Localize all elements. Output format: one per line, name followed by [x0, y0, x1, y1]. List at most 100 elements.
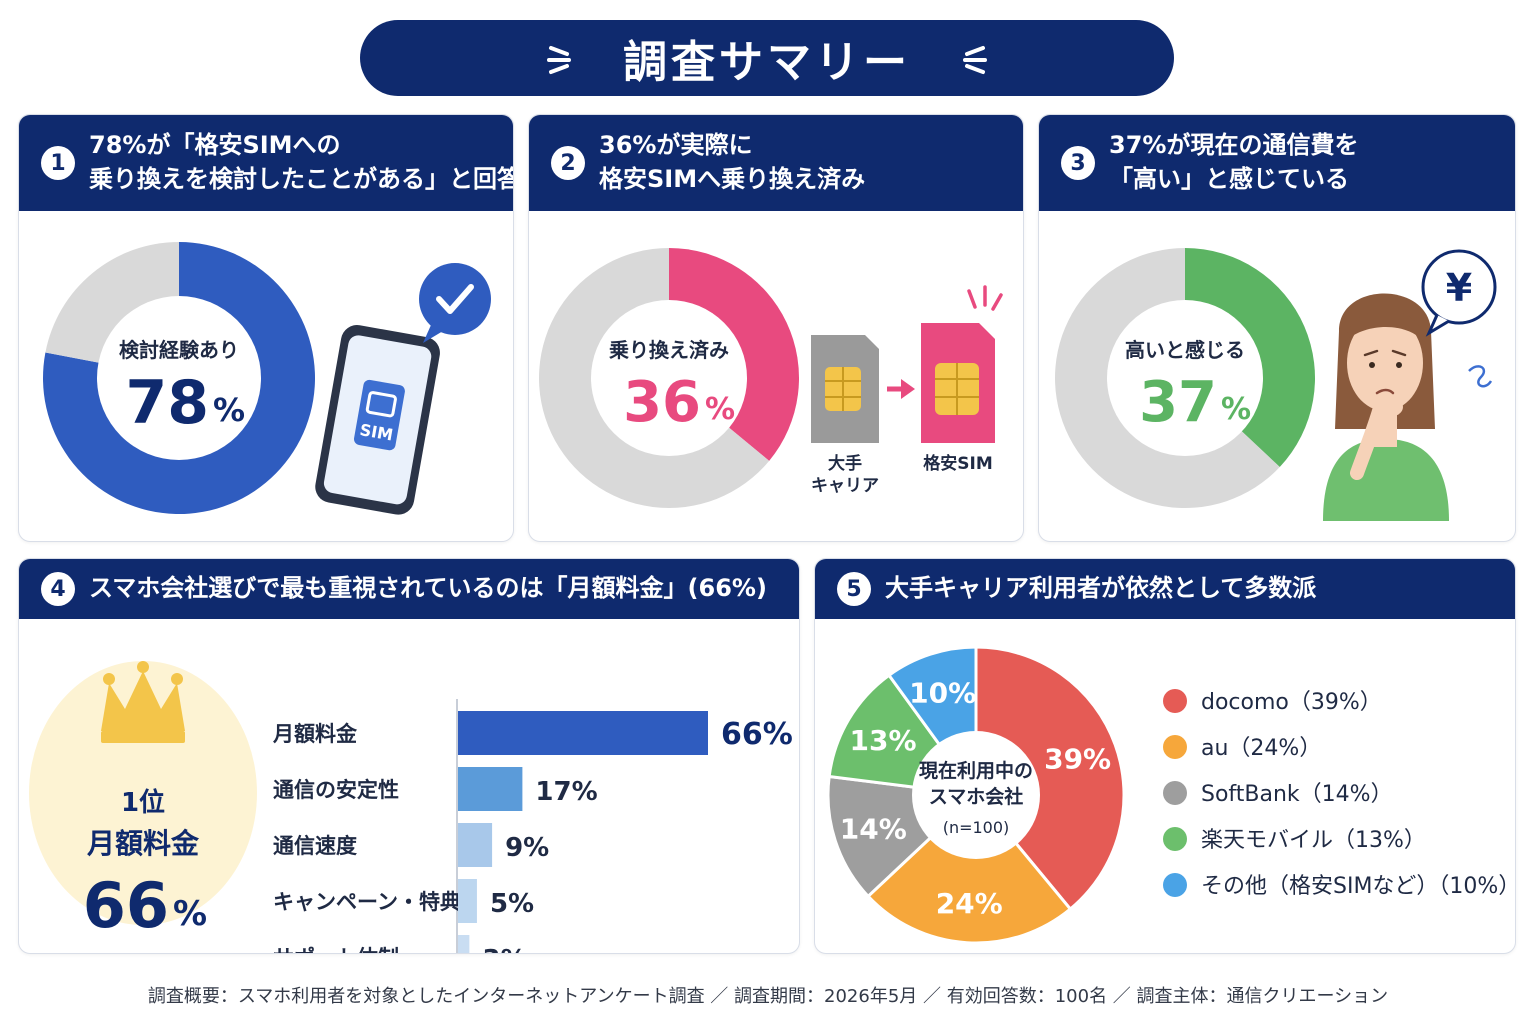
card-number: 5	[837, 572, 871, 606]
slice-value-label: 39%	[1044, 742, 1111, 775]
cheap-sim-icon	[921, 285, 1003, 443]
smartphone-sim-icon: SIM	[315, 325, 440, 515]
legend-swatch	[1163, 689, 1187, 713]
card-header: 5 大手キャリア利用者が依然として多数派	[815, 559, 1515, 619]
donut-chart-carriers: 39% 24% 14% 13% 10% 現在利用中の スマホ会社 (n=100) doc…	[826, 645, 1516, 945]
donut-center-label: 検討経験あり	[119, 338, 239, 362]
crown-icon	[101, 661, 185, 743]
card-header: 4 スマホ会社選びで最も重視されているのは「月額料金」(66%)	[19, 559, 799, 619]
rank-item: 月額料金	[86, 827, 200, 860]
sim-from-label-line1: 大手	[828, 453, 862, 474]
slice-value-label: 24%	[936, 887, 1003, 920]
check-bubble-icon	[419, 263, 491, 343]
card-title: 36%が実際に 格安SIMへ乗り換え済み	[599, 129, 865, 196]
card-title-line1: 36%が実際に	[599, 131, 753, 160]
donut-center-line1: 現在利用中の	[919, 759, 1033, 782]
donut-center-value: 78	[126, 368, 210, 438]
bar-value-label: 3%	[482, 945, 526, 954]
card-title-line1: 78%が「格安SIMへの	[89, 131, 341, 160]
summary-card-5: 5 大手キャリア利用者が依然として多数派 39% 24% 14% 13% 10% 現在利…	[814, 558, 1516, 954]
card-header: 3 37%が現在の通信費を 「高い」と感じている	[1039, 115, 1515, 211]
donut-center-unit: %	[1221, 392, 1251, 427]
card-title: 78%が「格安SIMへの 乗り換えを検討したことがある」と回答	[89, 129, 514, 196]
card-title-line2: 格安SIMへ乗り換え済み	[599, 165, 866, 193]
legend-label: docomo（39%）	[1201, 690, 1382, 715]
rank-badge	[29, 661, 257, 925]
legend-swatch	[1163, 735, 1187, 759]
donut-hole	[912, 731, 1040, 859]
bar	[458, 879, 477, 923]
donut-center-line3: (n=100)	[943, 818, 1010, 837]
card-title-line2: 乗り換えを検討したことがある」と回答	[89, 165, 514, 193]
yen-bubble-icon: ¥	[1421, 249, 1497, 388]
donut-chart-2: 乗り換え済み 36 % 大手 キャリア 格安SIM	[538, 248, 1003, 508]
legend-label: SoftBank（14%）	[1201, 782, 1393, 807]
summary-card-2: 2 36%が実際に 格安SIMへ乗り換え済み 乗り換え済み 36 % 大手 キャ…	[528, 114, 1024, 542]
legend: docomo（39%） au（24%） SoftBank（14%） 楽天モバイル（13…	[1163, 689, 1516, 899]
bar-chart-priorities: 1位 月額料金 66 % 月額料金 66% 通信の安定性 17% 通信速度 9% キャンペー…	[29, 661, 793, 954]
bar-value-label: 5%	[490, 889, 534, 919]
card-number: 4	[41, 572, 75, 606]
card-title-line1: 37%が現在の通信費を	[1109, 131, 1359, 160]
bar-value-label: 66%	[721, 717, 793, 752]
summary-card-4: 4 スマホ会社選びで最も重視されているのは「月額料金」(66%) 1位 月額料金…	[18, 558, 800, 954]
page-title: 調査サマリー	[623, 37, 911, 88]
rank-value: 66	[83, 869, 169, 942]
yen-symbol: ¥	[1446, 266, 1472, 310]
donut-center-value: 37	[1139, 370, 1217, 435]
bar-series: 月額料金 66% 通信の安定性 17% 通信速度 9% キャンペーン・特典 5% サポート体制 3…	[272, 711, 793, 954]
bar-category-label: キャンペーン・特典	[273, 890, 461, 914]
slice-value-label: 14%	[840, 812, 907, 845]
bar	[458, 823, 493, 867]
bar-value-label: 9%	[505, 833, 549, 863]
donut-slices: 39% 24% 14% 13% 10%	[826, 645, 1126, 945]
bar-category-label: 通信速度	[273, 834, 357, 858]
legend-swatch	[1163, 781, 1187, 805]
legend-swatch	[1163, 827, 1187, 851]
sparkle-left-icon	[547, 46, 571, 74]
card-title-line2: 「高い」と感じている	[1109, 165, 1349, 193]
card-title: 37%が現在の通信費を 「高い」と感じている	[1109, 129, 1358, 196]
donut-center-value: 36	[623, 370, 701, 435]
legend-swatch	[1163, 873, 1187, 897]
donut-hole	[1107, 300, 1263, 456]
donut-slice-docomo	[974, 645, 1126, 912]
card-header: 1 78%が「格安SIMへの 乗り換えを検討したことがある」と回答	[19, 115, 513, 211]
sparkle-right-icon	[963, 46, 987, 74]
legend-label: 楽天モバイル（13%）	[1201, 828, 1426, 853]
card-number: 2	[551, 146, 585, 180]
card-number: 1	[41, 146, 75, 180]
bar-category-label: サポート体制	[273, 946, 399, 954]
slice-value-label: 13%	[850, 724, 917, 757]
donut-center-label: 乗り換え済み	[609, 338, 729, 362]
title-banner: 調査サマリー	[360, 20, 1174, 96]
bar	[458, 767, 523, 811]
sim-from-label-line2: キャリア	[811, 476, 879, 496]
summary-card-1: 1 78%が「格安SIMへの 乗り換えを検討したことがある」と回答 検討経験あり…	[18, 114, 514, 542]
bar	[458, 711, 708, 755]
donut-slice-au	[865, 792, 1073, 945]
card-header: 2 36%が実際に 格安SIMへ乗り換え済み	[529, 115, 1023, 211]
card-title: 大手キャリア利用者が依然として多数派	[885, 574, 1317, 603]
summary-card-3: 3 37%が現在の通信費を 「高い」と感じている 高いと感じる 37 %	[1038, 114, 1516, 542]
carrier-sim-icon	[811, 335, 879, 443]
donut-chart-1: 検討経験あり 78 % SIM	[43, 242, 491, 515]
donut-chart-3: 高いと感じる 37 % ¥	[1055, 248, 1497, 521]
card-number: 3	[1061, 146, 1095, 180]
footer-note: 調査概要：スマホ利用者を対象としたインターネットアンケート調査 ／ 調査期間：2…	[147, 986, 1389, 1007]
bar-value-label: 17%	[535, 777, 597, 807]
donut-center-unit: %	[705, 392, 735, 427]
rank-label: 1位	[121, 787, 165, 818]
legend-label: その他（格安SIMなど）（10%）	[1201, 874, 1516, 899]
card-title: スマホ会社選びで最も重視されているのは「月額料金」(66%)	[89, 574, 767, 603]
slice-value-label: 10%	[909, 676, 976, 709]
bar-category-label: 通信の安定性	[273, 778, 399, 802]
donut-center-unit: %	[213, 391, 245, 429]
donut-hole	[97, 296, 261, 460]
rank-unit: %	[173, 894, 207, 934]
sim-to-label: 格安SIM	[923, 453, 993, 474]
donut-center-label: 高いと感じる	[1125, 338, 1245, 362]
bar	[458, 935, 470, 953]
arrow-right-icon	[887, 379, 915, 399]
legend-label: au（24%）	[1201, 736, 1321, 761]
